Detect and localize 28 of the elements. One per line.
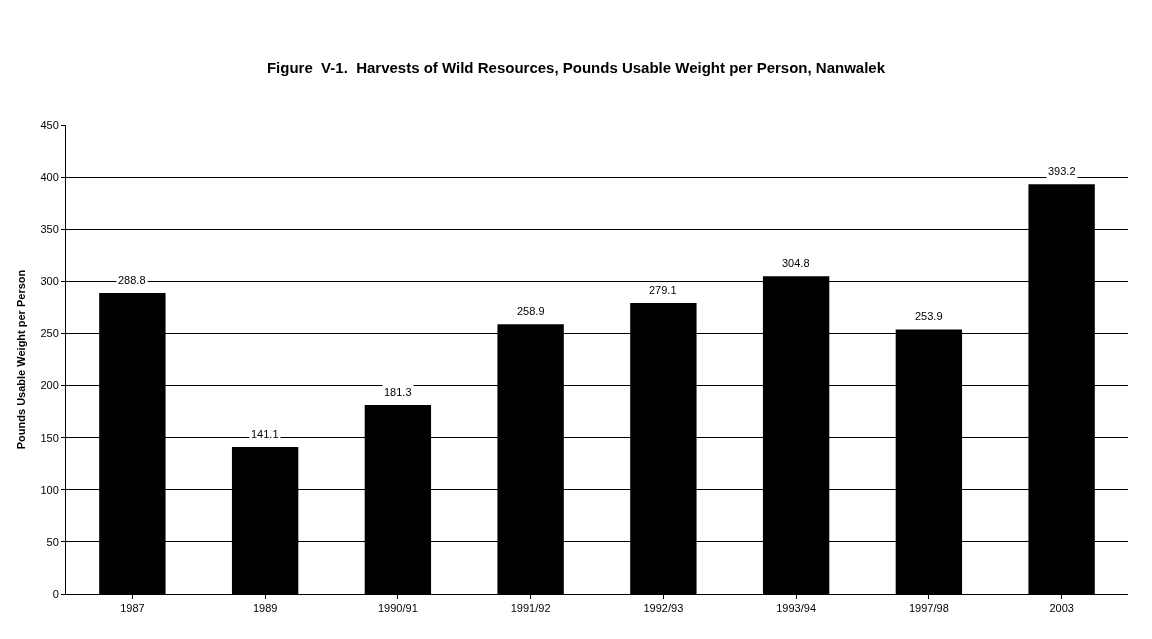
data-label: 258.9	[517, 305, 545, 317]
data-label: 288.8	[118, 274, 146, 286]
data-label: 253.9	[915, 310, 943, 322]
x-tick-label: 1991/92	[510, 602, 551, 615]
y-tick-label: 350	[40, 223, 59, 236]
y-tick-label: 450	[40, 118, 59, 131]
y-tick-label: 0	[52, 587, 59, 600]
x-tick-label: 1987	[120, 602, 145, 615]
data-label: 141.1	[251, 428, 279, 440]
data-label: 181.3	[384, 386, 412, 398]
x-tick-label: 1992/93	[643, 602, 684, 615]
x-tick-label: 1993/94	[776, 602, 817, 615]
y-tick-label: 150	[40, 431, 59, 444]
y-tick-label: 200	[40, 379, 59, 392]
x-tick-label: 1997/98	[909, 602, 949, 615]
data-label: 279.1	[649, 284, 677, 296]
y-tick-label: 100	[40, 483, 59, 496]
chart-title: Figure V-1. Harvests of Wild Resources, Pounds Usable Weight per Person, Nanwalek	[266, 59, 886, 77]
x-tick-label: 1990/91	[378, 602, 418, 615]
data-label: 393.2	[1048, 165, 1076, 177]
y-tick-label: 300	[40, 275, 59, 288]
data-label: 304.8	[782, 257, 810, 269]
x-tick-label: 1989	[252, 602, 278, 615]
x-tick-label: 2003	[1049, 602, 1074, 615]
y-tick-label: 50	[46, 535, 59, 548]
y-tick-label: 250	[40, 327, 59, 340]
y-axis-title: Pounds Usable Weight per Person	[15, 269, 28, 450]
y-tick-label: 400	[40, 170, 59, 183]
